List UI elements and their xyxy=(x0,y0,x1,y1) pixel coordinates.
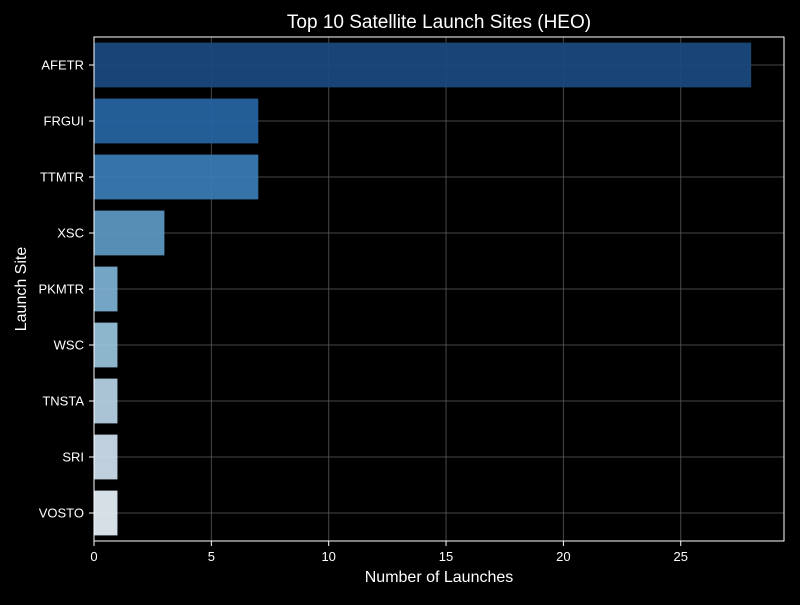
x-axis-label: Number of Launches xyxy=(365,569,514,586)
x-tick-label: 15 xyxy=(439,549,453,564)
chart-title: Top 10 Satellite Launch Sites (HEO) xyxy=(287,12,591,33)
y-tick-label-tnsta: TNSTA xyxy=(42,394,84,409)
y-tick-label-afetr: AFETR xyxy=(41,58,84,73)
bar-tnsta xyxy=(94,378,118,424)
bar-sri xyxy=(94,434,118,480)
y-tick-label-frgui: FRGUI xyxy=(44,114,84,129)
bar-pkmtr xyxy=(94,266,118,312)
y-tick-label-vosto: VOSTO xyxy=(39,506,84,521)
grid-lines xyxy=(93,37,784,541)
y-axis-ticks: AFETR FRGUI TTMTR XSC PKMTR WSC TNSTA SRI VOSTO xyxy=(39,58,94,521)
y-tick-label-pkmtr: PKMTR xyxy=(39,282,85,297)
y-tick-label-xsc: XSC xyxy=(57,226,84,241)
bars xyxy=(94,42,752,536)
y-axis-label: Launch Site xyxy=(13,247,30,332)
y-tick-label-sri: SRI xyxy=(62,450,84,465)
x-tick-label: 5 xyxy=(208,549,215,564)
bar-vosto xyxy=(94,490,118,536)
x-tick-label: 20 xyxy=(556,549,570,564)
bar-xsc xyxy=(94,210,165,256)
bar-wsc xyxy=(94,322,118,368)
y-tick-label-wsc: WSC xyxy=(54,338,84,353)
bar-ttmtr xyxy=(94,154,259,200)
bar-afetr xyxy=(94,42,752,88)
x-axis-ticks: 0 5 10 15 20 25 xyxy=(90,541,688,564)
x-tick-label: 0 xyxy=(90,549,97,564)
bar-frgui xyxy=(94,98,259,144)
y-tick-label-ttmtr: TTMTR xyxy=(40,170,84,185)
x-tick-label: 10 xyxy=(321,549,335,564)
x-tick-label: 25 xyxy=(674,549,688,564)
